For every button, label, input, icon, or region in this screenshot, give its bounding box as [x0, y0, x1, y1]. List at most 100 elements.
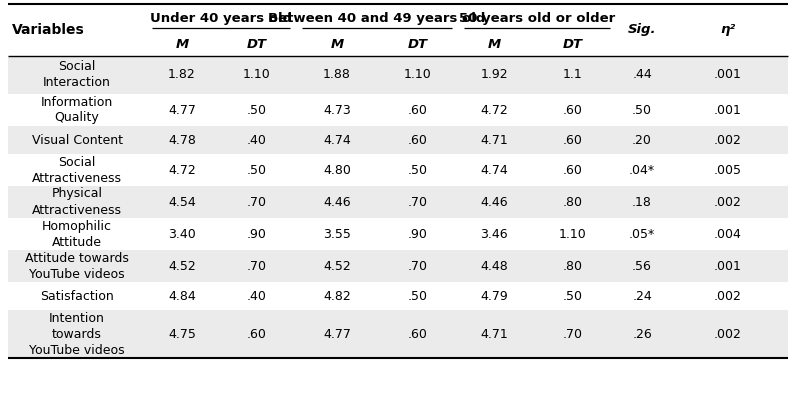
Text: 4.73: 4.73 — [323, 103, 351, 116]
Text: .004: .004 — [714, 228, 742, 241]
Text: 3.55: 3.55 — [323, 228, 351, 241]
Text: 1.82: 1.82 — [168, 68, 196, 82]
Text: .002: .002 — [714, 196, 742, 209]
Text: .50: .50 — [247, 163, 267, 176]
Bar — [8, 94, 788, 126]
Text: 4.82: 4.82 — [323, 290, 351, 303]
Text: .60: .60 — [408, 103, 428, 116]
Text: .50: .50 — [408, 290, 428, 303]
Bar — [8, 4, 788, 358]
Text: 1.1: 1.1 — [563, 68, 583, 82]
Text: .56: .56 — [632, 259, 652, 272]
Text: DT: DT — [408, 39, 428, 52]
Text: 4.77: 4.77 — [323, 328, 351, 341]
Text: Visual Content: Visual Content — [31, 134, 122, 147]
Text: Sig.: Sig. — [628, 23, 656, 36]
Text: 3.46: 3.46 — [480, 228, 508, 241]
Text: .40: .40 — [247, 134, 267, 147]
Text: Social
Interaction: Social Interaction — [43, 60, 111, 90]
Text: 4.71: 4.71 — [480, 328, 508, 341]
Text: .20: .20 — [632, 134, 652, 147]
Text: 4.48: 4.48 — [480, 259, 508, 272]
Bar — [8, 186, 788, 218]
Text: η²: η² — [721, 23, 735, 36]
Text: .002: .002 — [714, 134, 742, 147]
Text: .60: .60 — [563, 163, 583, 176]
Text: .90: .90 — [408, 228, 428, 241]
Text: .60: .60 — [408, 328, 428, 341]
Text: 4.52: 4.52 — [323, 259, 351, 272]
Text: DT: DT — [247, 39, 267, 52]
Text: 4.52: 4.52 — [168, 259, 196, 272]
Text: .70: .70 — [247, 259, 267, 272]
Text: .80: .80 — [563, 259, 583, 272]
Text: .001: .001 — [714, 68, 742, 82]
Text: .04*: .04* — [629, 163, 655, 176]
Text: .40: .40 — [247, 290, 267, 303]
Text: 4.80: 4.80 — [323, 163, 351, 176]
Text: 50 years old or older: 50 years old or older — [459, 13, 615, 26]
Text: .44: .44 — [632, 68, 652, 82]
Text: 1.10: 1.10 — [243, 68, 271, 82]
Text: 4.75: 4.75 — [168, 328, 196, 341]
Text: 4.54: 4.54 — [168, 196, 196, 209]
Text: DT: DT — [563, 39, 583, 52]
Bar — [8, 250, 788, 282]
Text: M: M — [175, 39, 189, 52]
Text: 1.92: 1.92 — [480, 68, 508, 82]
Text: 4.71: 4.71 — [480, 134, 508, 147]
Text: 4.72: 4.72 — [168, 163, 196, 176]
Text: Homophilic
Attitude: Homophilic Attitude — [42, 220, 112, 248]
Text: 4.74: 4.74 — [323, 134, 351, 147]
Text: .90: .90 — [247, 228, 267, 241]
Text: .70: .70 — [408, 196, 428, 209]
Text: 4.84: 4.84 — [168, 290, 196, 303]
Text: .50: .50 — [247, 103, 267, 116]
Bar — [8, 218, 788, 250]
Text: .26: .26 — [632, 328, 652, 341]
Text: 1.10: 1.10 — [559, 228, 587, 241]
Text: .001: .001 — [714, 259, 742, 272]
Text: 4.72: 4.72 — [480, 103, 508, 116]
Text: 1.88: 1.88 — [323, 68, 351, 82]
Text: Between 40 and 49 years old: Between 40 and 49 years old — [268, 13, 486, 26]
Bar — [8, 126, 788, 154]
Text: Variables: Variables — [12, 23, 85, 37]
Bar — [8, 282, 788, 310]
Text: Intention
towards
YouTube videos: Intention towards YouTube videos — [29, 311, 125, 357]
Text: 4.78: 4.78 — [168, 134, 196, 147]
Text: .05*: .05* — [629, 228, 655, 241]
Text: .60: .60 — [563, 134, 583, 147]
Text: Social
Attractiveness: Social Attractiveness — [32, 155, 122, 184]
Text: Information
Quality: Information Quality — [41, 96, 113, 124]
Text: 4.77: 4.77 — [168, 103, 196, 116]
Text: .18: .18 — [632, 196, 652, 209]
Text: .002: .002 — [714, 290, 742, 303]
Text: .50: .50 — [632, 103, 652, 116]
Bar — [8, 154, 788, 186]
Text: Physical
Attractiveness: Physical Attractiveness — [32, 187, 122, 217]
Bar — [8, 310, 788, 358]
Text: Satisfaction: Satisfaction — [40, 290, 114, 303]
Text: .70: .70 — [408, 259, 428, 272]
Text: 4.79: 4.79 — [480, 290, 508, 303]
Text: .70: .70 — [247, 196, 267, 209]
Text: Attitude towards
YouTube videos: Attitude towards YouTube videos — [25, 251, 129, 280]
Bar — [8, 56, 788, 94]
Text: 1.10: 1.10 — [404, 68, 432, 82]
Text: M: M — [487, 39, 501, 52]
Text: .60: .60 — [247, 328, 267, 341]
Text: .60: .60 — [408, 134, 428, 147]
Text: M: M — [330, 39, 343, 52]
Text: .001: .001 — [714, 103, 742, 116]
Text: 4.74: 4.74 — [480, 163, 508, 176]
Text: .70: .70 — [563, 328, 583, 341]
Text: .24: .24 — [632, 290, 652, 303]
Text: 4.46: 4.46 — [480, 196, 508, 209]
Text: 3.40: 3.40 — [168, 228, 196, 241]
Text: Under 40 years old: Under 40 years old — [150, 13, 292, 26]
Text: .005: .005 — [714, 163, 742, 176]
Text: .60: .60 — [563, 103, 583, 116]
Text: .80: .80 — [563, 196, 583, 209]
Text: 4.46: 4.46 — [323, 196, 351, 209]
